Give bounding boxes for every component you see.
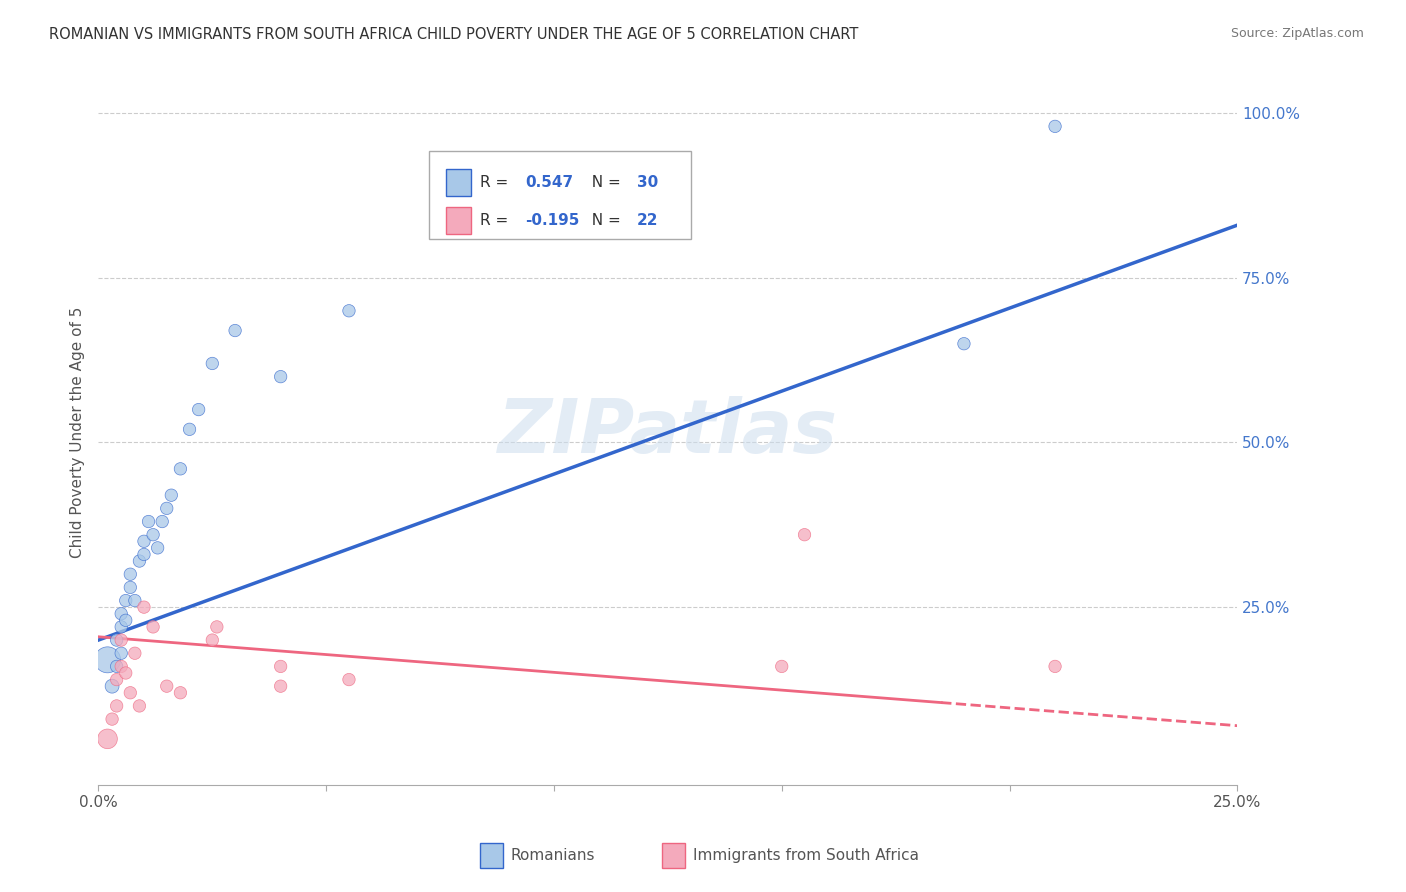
Text: ZIPatlas: ZIPatlas — [498, 396, 838, 469]
Point — [105, 698, 128, 713]
Point — [201, 356, 224, 370]
Bar — [446, 169, 471, 196]
Bar — [446, 207, 471, 234]
Point — [120, 581, 142, 595]
Point — [224, 324, 246, 338]
Point — [96, 653, 118, 667]
Point — [120, 567, 142, 582]
Point — [205, 620, 228, 634]
Point — [132, 548, 155, 562]
Point — [770, 659, 793, 673]
Point — [187, 402, 209, 417]
Point — [169, 462, 191, 476]
Point — [156, 679, 179, 693]
Text: ROMANIAN VS IMMIGRANTS FROM SOUTH AFRICA CHILD POVERTY UNDER THE AGE OF 5 CORREL: ROMANIAN VS IMMIGRANTS FROM SOUTH AFRICA… — [49, 27, 859, 42]
Point — [179, 422, 201, 436]
Bar — [662, 843, 685, 868]
Text: 0.547: 0.547 — [526, 175, 574, 190]
Point — [114, 613, 136, 627]
Point — [270, 369, 292, 384]
Point — [150, 515, 173, 529]
Point — [114, 665, 136, 680]
Point — [101, 679, 124, 693]
Point — [105, 633, 128, 648]
Point — [138, 515, 160, 529]
Point — [337, 673, 360, 687]
Point — [114, 593, 136, 607]
Point — [110, 620, 132, 634]
Point — [110, 659, 132, 673]
Text: R =: R = — [479, 175, 513, 190]
Point — [793, 527, 815, 541]
Point — [110, 607, 132, 621]
Point — [120, 686, 142, 700]
Point — [124, 593, 146, 607]
FancyBboxPatch shape — [429, 151, 690, 239]
Text: -0.195: -0.195 — [526, 213, 579, 228]
Point — [110, 633, 132, 648]
Point — [105, 673, 128, 687]
Point — [270, 659, 292, 673]
Point — [270, 679, 292, 693]
Point — [110, 646, 132, 660]
Point — [156, 501, 179, 516]
Text: Romanians: Romanians — [510, 848, 595, 863]
Text: Immigrants from South Africa: Immigrants from South Africa — [693, 848, 920, 863]
Point — [96, 731, 118, 746]
Text: Source: ZipAtlas.com: Source: ZipAtlas.com — [1230, 27, 1364, 40]
Point — [953, 336, 976, 351]
Bar — [479, 843, 503, 868]
Text: 22: 22 — [637, 213, 658, 228]
Point — [142, 527, 165, 541]
Point — [142, 620, 165, 634]
Point — [169, 686, 191, 700]
Text: N =: N = — [582, 175, 626, 190]
Text: N =: N = — [582, 213, 626, 228]
Point — [132, 534, 155, 549]
Point — [132, 600, 155, 615]
Text: 30: 30 — [637, 175, 658, 190]
Point — [146, 541, 169, 555]
Text: R =: R = — [479, 213, 513, 228]
Point — [128, 698, 150, 713]
Point — [160, 488, 183, 502]
Point — [337, 303, 360, 318]
Point — [128, 554, 150, 568]
Point — [1043, 659, 1066, 673]
Y-axis label: Child Poverty Under the Age of 5: Child Poverty Under the Age of 5 — [69, 307, 84, 558]
Point — [1043, 120, 1066, 134]
Point — [101, 712, 124, 726]
Point — [124, 646, 146, 660]
Point — [201, 633, 224, 648]
Point — [105, 659, 128, 673]
